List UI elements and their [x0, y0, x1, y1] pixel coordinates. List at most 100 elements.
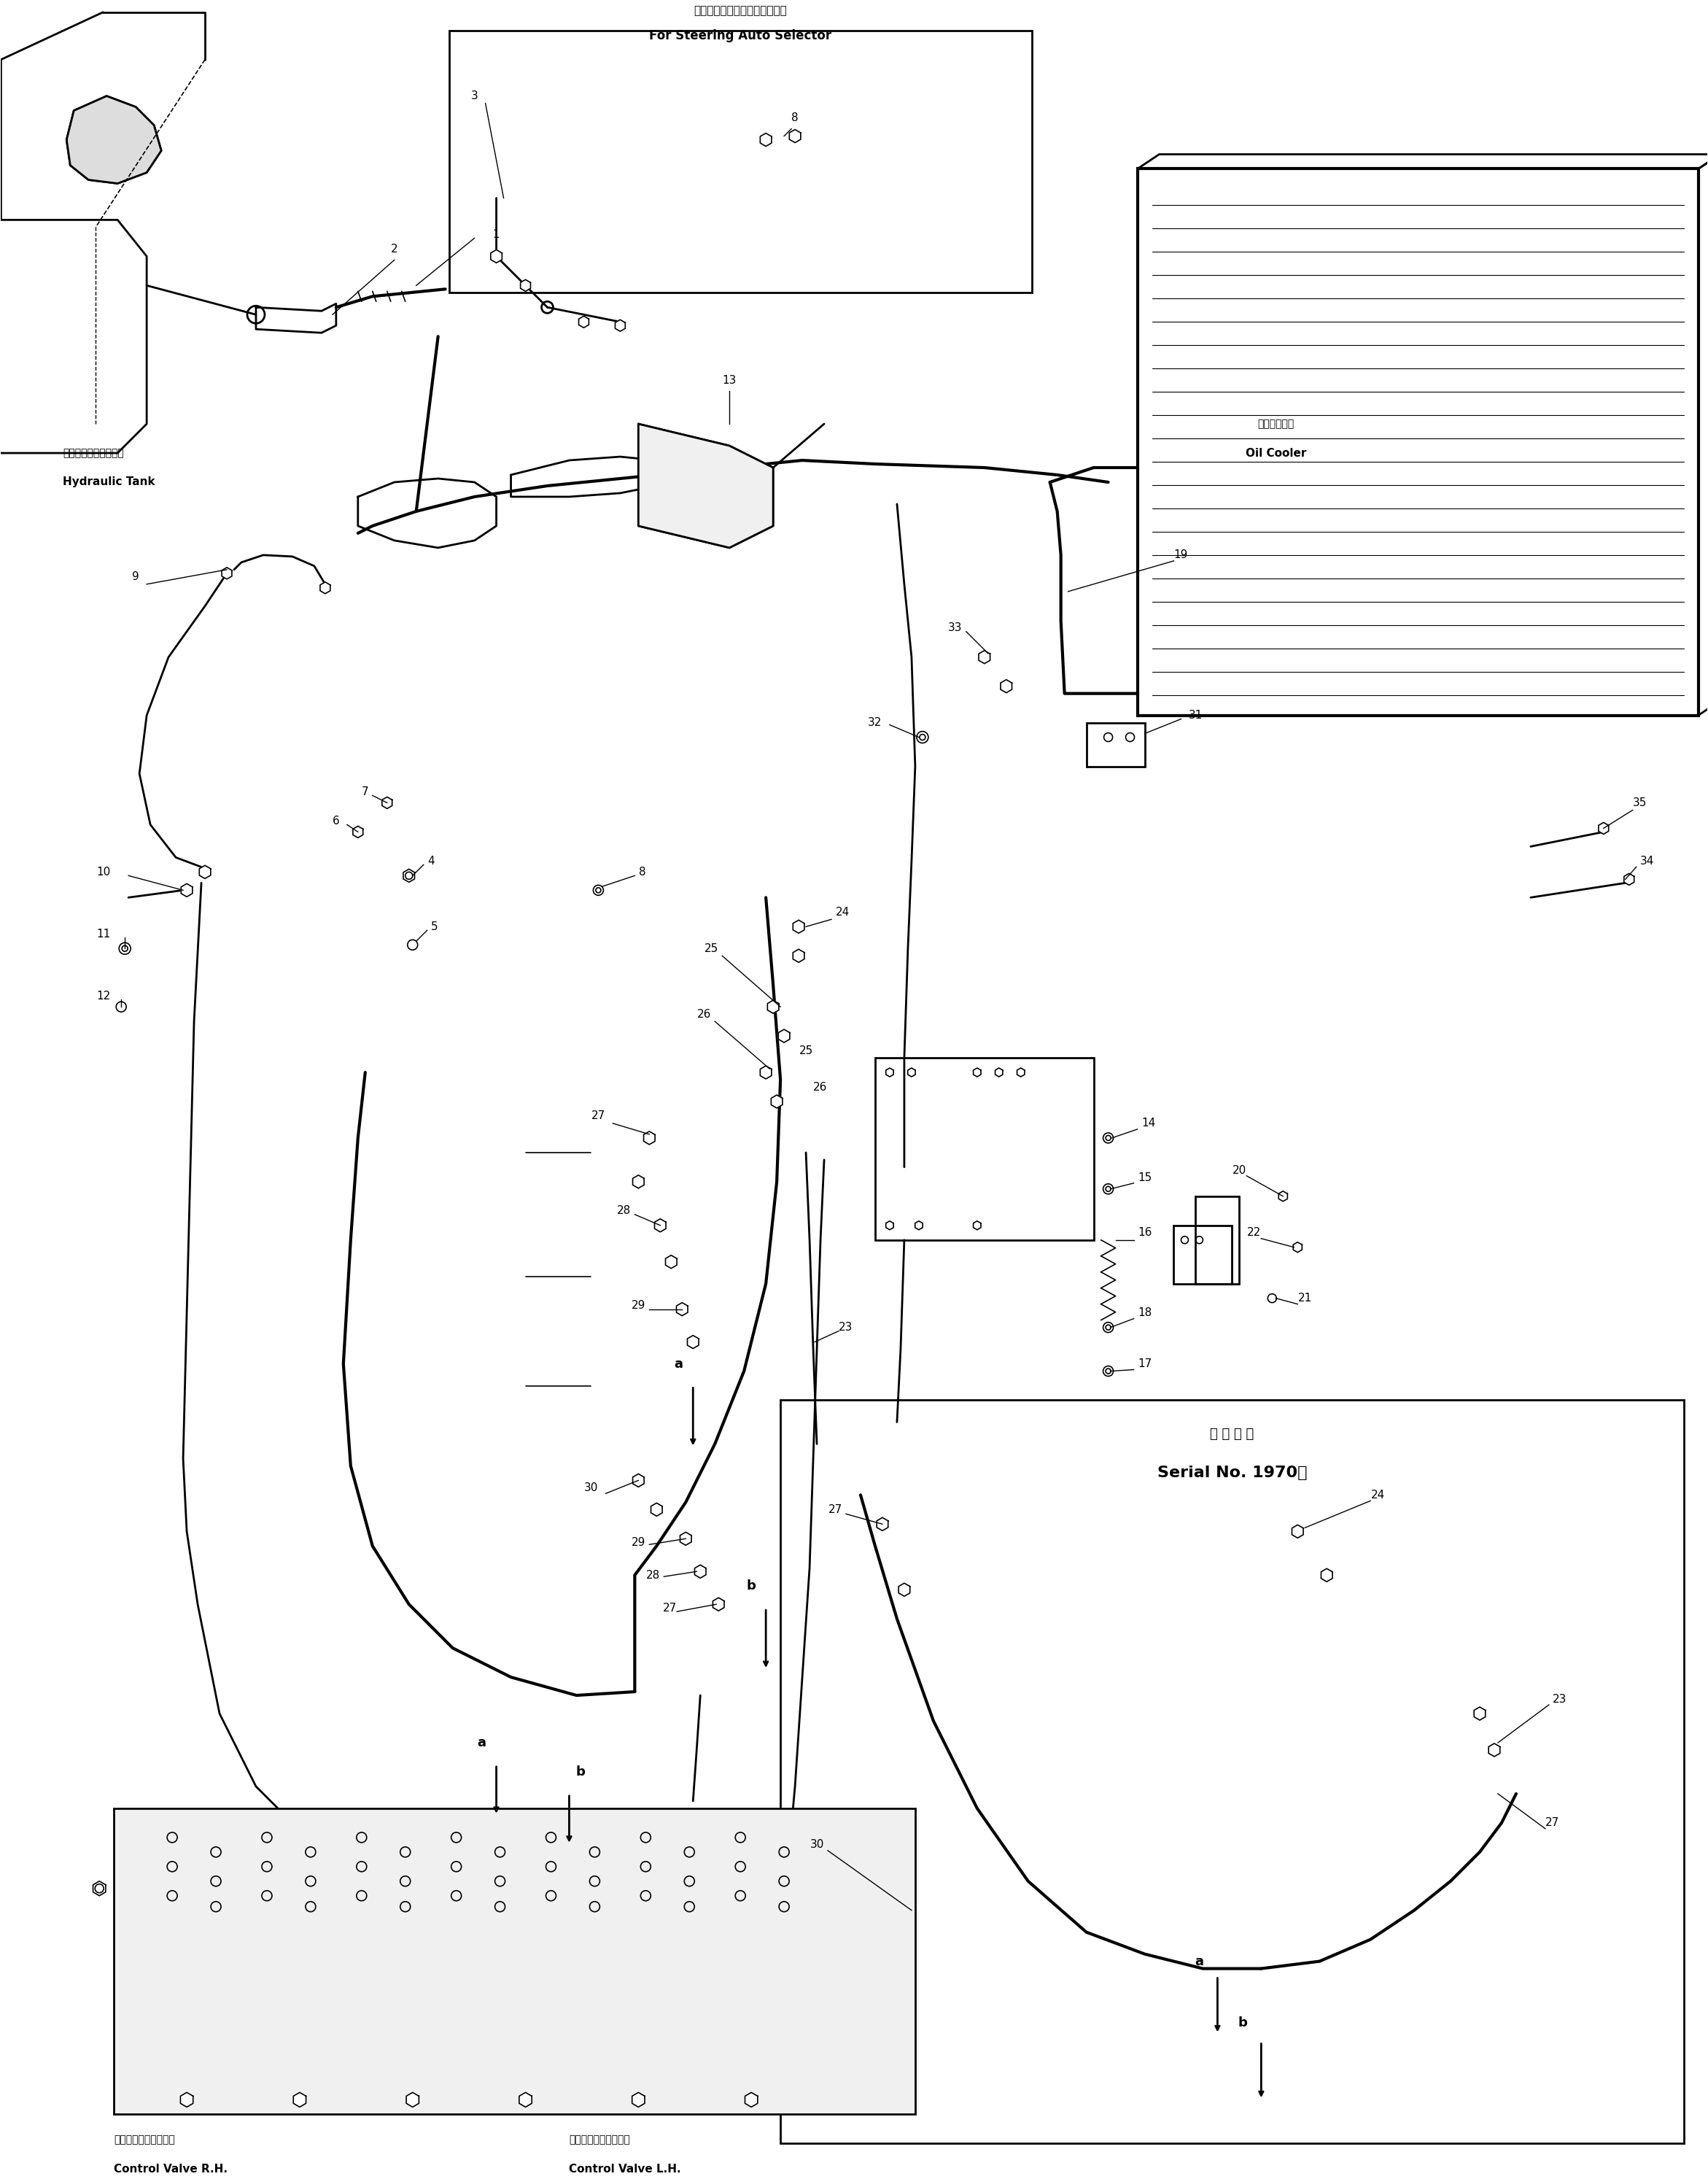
Polygon shape	[490, 251, 502, 264]
Polygon shape	[1599, 821, 1609, 835]
Polygon shape	[760, 1066, 772, 1079]
Bar	[722, 1830, 758, 1924]
Text: 17: 17	[1138, 1358, 1151, 1368]
Polygon shape	[222, 567, 232, 580]
Polygon shape	[1016, 1068, 1025, 1076]
Polygon shape	[1001, 680, 1011, 693]
Polygon shape	[886, 1068, 893, 1076]
Bar	[1086, 723, 1144, 767]
Polygon shape	[907, 1068, 915, 1076]
Polygon shape	[1474, 1706, 1486, 1719]
Polygon shape	[403, 869, 415, 882]
Polygon shape	[676, 1303, 688, 1316]
Polygon shape	[654, 1218, 666, 1231]
Text: 23: 23	[1553, 1693, 1566, 1704]
Text: 8: 8	[791, 113, 799, 124]
Polygon shape	[779, 1028, 789, 1042]
Text: 1: 1	[494, 229, 500, 240]
Polygon shape	[519, 2092, 531, 2107]
Polygon shape	[789, 129, 801, 142]
Bar	[154, 1830, 190, 1924]
Polygon shape	[876, 1517, 888, 1530]
Text: ハイドロリックタンク: ハイドロリックタンク	[63, 449, 125, 458]
Polygon shape	[632, 2092, 644, 2107]
Text: 9: 9	[132, 571, 140, 582]
Polygon shape	[666, 1255, 676, 1268]
Polygon shape	[354, 826, 364, 837]
Bar	[343, 1830, 379, 1924]
Polygon shape	[793, 920, 804, 933]
Text: 25: 25	[799, 1046, 813, 1057]
Polygon shape	[793, 950, 804, 963]
Bar	[1138, 170, 1698, 715]
Polygon shape	[92, 1880, 106, 1896]
Polygon shape	[181, 885, 193, 898]
Text: コントロールバルブ右: コントロールバルブ右	[114, 2135, 174, 2144]
Text: a: a	[1196, 1955, 1204, 1968]
Text: Control Valve R.H.: Control Valve R.H.	[114, 2164, 227, 2175]
Polygon shape	[974, 1220, 980, 1229]
Text: 7: 7	[362, 787, 369, 798]
Text: 3: 3	[471, 92, 478, 102]
Text: a: a	[675, 1358, 683, 1371]
Text: 27: 27	[591, 1111, 605, 1122]
Polygon shape	[760, 133, 772, 146]
Text: オイルクーラ: オイルクーラ	[1257, 418, 1295, 429]
Text: 29: 29	[632, 1536, 646, 1547]
Bar	[874, 1057, 1093, 1240]
Text: 25: 25	[704, 944, 719, 954]
Polygon shape	[1279, 1192, 1288, 1201]
Text: 28: 28	[617, 1205, 630, 1216]
Text: 15: 15	[1138, 1172, 1151, 1183]
Text: b: b	[1238, 2018, 1247, 2031]
Text: 2: 2	[391, 244, 398, 255]
Polygon shape	[383, 798, 393, 808]
Polygon shape	[632, 1174, 644, 1188]
Bar	[449, 31, 1032, 292]
Polygon shape	[1320, 1569, 1332, 1582]
Polygon shape	[319, 582, 330, 593]
Polygon shape	[1489, 1743, 1500, 1756]
Text: b: b	[576, 1765, 584, 1778]
Text: 11: 11	[96, 928, 111, 939]
Text: For Steering Auto Selector: For Steering Auto Selector	[649, 28, 832, 41]
Text: ステアリングオートセレクタ用: ステアリングオートセレクタ用	[693, 4, 787, 15]
Polygon shape	[695, 1565, 705, 1578]
Polygon shape	[615, 320, 625, 331]
Polygon shape	[579, 316, 589, 327]
Polygon shape	[886, 1220, 893, 1229]
Text: 31: 31	[1189, 710, 1202, 721]
Polygon shape	[996, 1068, 1003, 1076]
Text: 34: 34	[1640, 856, 1655, 867]
Text: a: a	[478, 1737, 487, 1750]
Text: 8: 8	[639, 867, 646, 878]
Polygon shape	[680, 1532, 692, 1545]
Polygon shape	[687, 1336, 699, 1349]
Polygon shape	[521, 279, 531, 292]
Text: 27: 27	[1546, 1817, 1559, 1828]
Bar	[437, 1830, 475, 1924]
Text: 26: 26	[697, 1009, 711, 1020]
Bar	[1173, 1225, 1231, 1283]
Bar	[533, 1830, 569, 1924]
Polygon shape	[651, 1504, 663, 1517]
Text: 30: 30	[810, 1839, 823, 1850]
Bar	[249, 1830, 285, 1924]
Polygon shape	[200, 865, 210, 878]
Polygon shape	[898, 1584, 910, 1597]
Text: 33: 33	[948, 623, 962, 634]
Text: 26: 26	[813, 1081, 828, 1092]
Polygon shape	[67, 96, 161, 183]
Text: 19: 19	[1173, 549, 1189, 560]
Polygon shape	[407, 2092, 418, 2107]
Text: 適 用 号 機: 適 用 号 機	[1209, 1427, 1254, 1440]
Polygon shape	[1291, 1525, 1303, 1538]
FancyBboxPatch shape	[114, 1809, 915, 2114]
Polygon shape	[294, 2092, 306, 2107]
Text: 21: 21	[1298, 1292, 1312, 1303]
Text: 20: 20	[1231, 1166, 1247, 1177]
Text: 27: 27	[663, 1602, 676, 1612]
Text: 13: 13	[722, 375, 736, 386]
Polygon shape	[644, 1131, 654, 1144]
Text: 16: 16	[1138, 1227, 1151, 1238]
